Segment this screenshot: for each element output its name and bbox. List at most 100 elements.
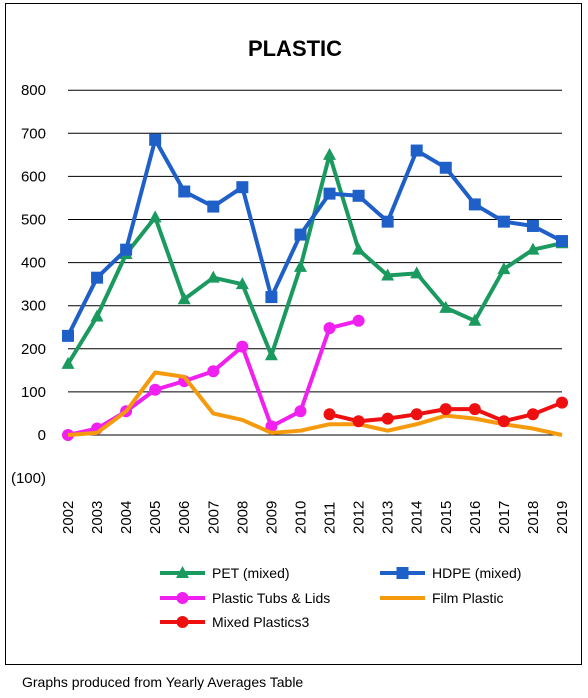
x-tick-label: 2006 <box>176 501 193 534</box>
legend-marker <box>396 567 409 579</box>
data-point <box>294 405 307 418</box>
legend-marker <box>176 616 189 628</box>
footnote: Graphs produced from Yearly Averages Tab… <box>22 674 304 690</box>
data-point <box>90 309 104 322</box>
data-point <box>410 408 423 421</box>
x-tick-label: 2005 <box>147 501 164 534</box>
legend-label: HDPE (mixed) <box>432 565 521 581</box>
data-point <box>526 408 539 421</box>
data-point <box>120 243 133 256</box>
data-point <box>265 291 278 304</box>
data-point <box>468 403 481 416</box>
chart-title: PLASTIC <box>248 36 342 61</box>
data-point <box>236 181 249 194</box>
data-point <box>207 200 220 213</box>
x-tick-label: 2017 <box>496 501 513 534</box>
y-tick-label: 400 <box>21 255 46 272</box>
x-tick-label: 2014 <box>409 501 426 534</box>
x-tick-label: 2013 <box>380 501 397 534</box>
y-axis-ticks: (100) 0 100 200 300 400 500 600 700 800 <box>11 82 46 487</box>
data-point <box>352 314 365 327</box>
data-point <box>410 266 424 279</box>
series-line <box>67 370 563 437</box>
data-point <box>148 210 162 223</box>
series-film-plastic <box>67 370 563 437</box>
data-point <box>556 396 568 409</box>
data-point <box>206 270 220 283</box>
legend-item: Mixed Plastics3 <box>160 614 309 630</box>
x-tick-label: 2009 <box>263 501 280 534</box>
x-tick-label: 2015 <box>438 501 455 534</box>
data-point <box>468 313 482 326</box>
data-point <box>352 242 366 255</box>
data-point <box>149 133 162 146</box>
x-tick-label: 2012 <box>351 501 368 534</box>
series-line <box>67 318 360 437</box>
x-tick-label: 2003 <box>89 501 106 534</box>
legend-item: Film Plastic <box>380 590 504 606</box>
data-point <box>236 340 249 353</box>
data-point <box>149 383 162 396</box>
legend-label: Film Plastic <box>432 590 504 606</box>
y-tick-label: 600 <box>21 168 46 185</box>
data-point <box>439 161 452 174</box>
data-point <box>381 215 394 228</box>
data-point <box>468 198 481 211</box>
data-point <box>62 329 74 342</box>
data-point <box>264 348 278 361</box>
legend-item: HDPE (mixed) <box>380 565 521 581</box>
y-tick-label: 700 <box>21 125 46 142</box>
data-point <box>556 235 568 248</box>
chart-frame <box>5 3 582 665</box>
data-point <box>207 365 220 378</box>
data-point <box>294 228 307 241</box>
legend-label: PET (mixed) <box>212 565 290 581</box>
legend-item: Plastic Tubs & Lids <box>160 590 330 606</box>
legend-label: Plastic Tubs & Lids <box>212 590 330 606</box>
legend-label: Mixed Plastics3 <box>212 614 309 630</box>
data-point <box>293 259 307 272</box>
x-tick-label: 2004 <box>118 501 135 534</box>
series-mixed-plastics3 <box>323 396 568 428</box>
data-point <box>323 147 337 160</box>
series-plastic-tubs-lids <box>62 314 365 441</box>
y-tick-label: 100 <box>21 384 46 401</box>
series-hdpe-mixed <box>62 133 568 342</box>
data-point <box>526 242 540 255</box>
data-point <box>323 408 336 421</box>
y-tick-label: 300 <box>21 298 46 315</box>
data-point <box>410 144 423 157</box>
y-tick-label: (100) <box>11 470 46 487</box>
series-pet-mixed <box>61 147 569 369</box>
data-point <box>352 189 365 202</box>
legend: PET (mixed) HDPE (mixed) Plastic Tubs & Li… <box>160 565 521 630</box>
data-point <box>323 187 336 200</box>
x-tick-label: 2016 <box>467 501 484 534</box>
data-point <box>177 292 191 305</box>
data-point <box>526 219 539 232</box>
x-tick-label: 2008 <box>234 501 251 534</box>
data-point <box>235 277 249 290</box>
y-tick-label: 800 <box>21 82 46 99</box>
series-group <box>61 133 569 441</box>
data-point <box>178 185 191 198</box>
data-point <box>439 300 453 313</box>
x-tick-label: 2007 <box>205 501 222 534</box>
data-point <box>91 271 104 284</box>
series-line <box>66 137 563 337</box>
x-tick-label: 2011 <box>322 502 339 534</box>
legend-marker <box>176 592 189 604</box>
data-point <box>352 415 365 428</box>
data-point <box>497 415 510 428</box>
x-tick-label: 2019 <box>554 501 571 534</box>
data-point <box>497 262 511 275</box>
y-tick-label: 500 <box>21 212 46 229</box>
legend-marker <box>176 566 189 578</box>
data-point <box>61 356 75 369</box>
legend-item: PET (mixed) <box>160 565 290 581</box>
data-point <box>439 403 452 416</box>
data-point <box>381 412 394 425</box>
gridlines <box>68 89 562 436</box>
data-point <box>381 268 395 281</box>
